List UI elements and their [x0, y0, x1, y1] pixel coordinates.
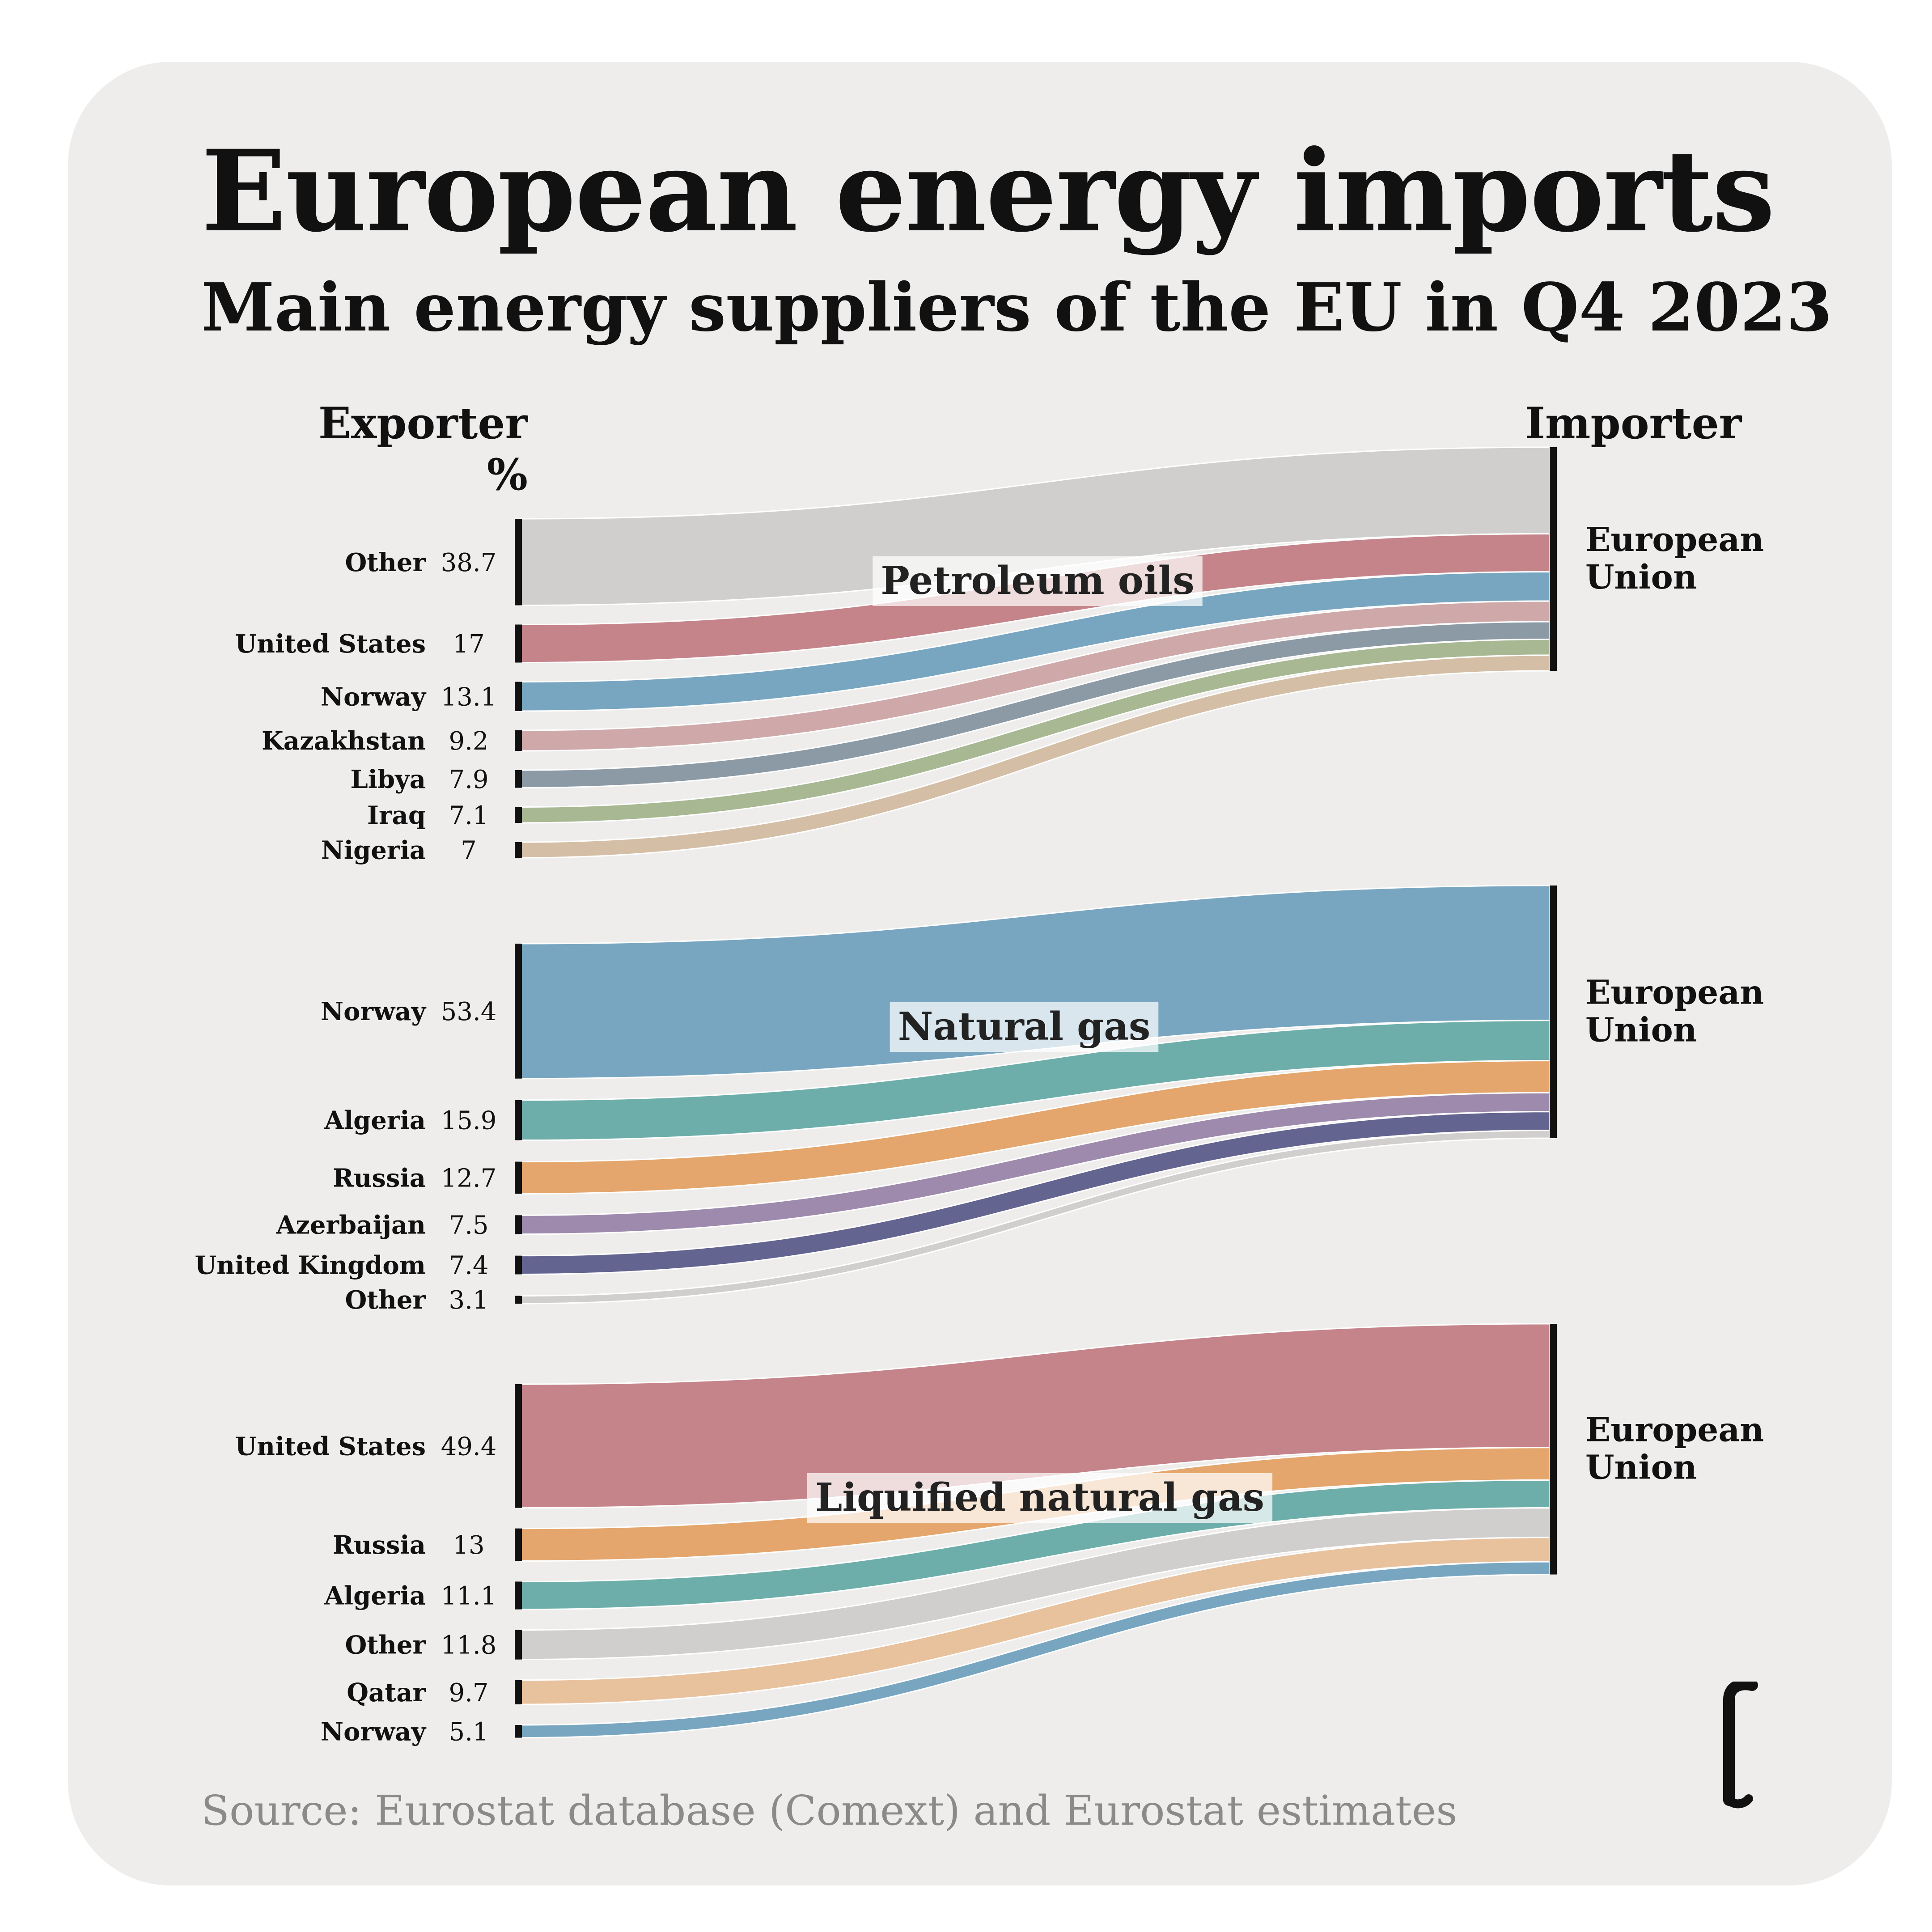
value-label: 12.7	[441, 1164, 497, 1193]
value-label: 53.4	[441, 997, 497, 1026]
importer-header: Importer	[1525, 398, 1742, 449]
product-label: Liquified natural gas	[815, 1475, 1264, 1520]
source-bar-algeria	[515, 1100, 522, 1140]
source-bar-other	[515, 1296, 522, 1304]
product-label: Petroleum oils	[881, 558, 1194, 603]
country-label: United States	[235, 629, 426, 659]
chart-title: European energy imports	[201, 125, 1775, 257]
country-label: Qatar	[347, 1678, 426, 1707]
country-label: Norway	[321, 682, 427, 712]
country-label: Other	[345, 1631, 427, 1660]
country-label: Kazakhstan	[262, 726, 426, 756]
country-label: Other	[345, 1285, 427, 1315]
source-bar-other	[515, 519, 522, 606]
source-bar-algeria	[515, 1581, 522, 1610]
country-label: Libya	[350, 765, 426, 794]
panel-petroleum-oils	[520, 446, 1551, 859]
source-bar-united-states	[515, 624, 522, 663]
source-bar-russia	[515, 1528, 522, 1561]
value-label: 15.9	[441, 1106, 497, 1135]
country-label: United Kingdom	[195, 1251, 426, 1280]
labels-layer: Other 38.7 United States 17 Norway 13.1 Kazakh…	[195, 521, 1764, 1746]
country-label: Other	[345, 548, 427, 577]
country-label: Algeria	[324, 1581, 426, 1611]
target-bar	[1550, 886, 1557, 1138]
bars-layer	[515, 447, 1557, 1738]
country-label: Nigeria	[321, 836, 426, 865]
importer-label: Union	[1585, 1011, 1697, 1050]
country-label: Norway	[321, 997, 427, 1026]
country-label: Russia	[333, 1163, 426, 1193]
target-bar	[1550, 447, 1557, 671]
flow-qatar	[520, 1537, 1551, 1705]
euronews-logo-icon	[1723, 1682, 1758, 1809]
country-label: Norway	[321, 1717, 427, 1746]
product-label-background	[807, 1473, 1273, 1523]
target-bar	[1550, 1324, 1557, 1575]
country-label: Azerbaijan	[276, 1210, 426, 1240]
value-label: 49.4	[441, 1432, 497, 1461]
source-bar-norway	[515, 682, 522, 711]
value-label: 13	[453, 1531, 484, 1560]
value-label: 13.1	[441, 682, 497, 712]
value-label: 3.1	[449, 1286, 488, 1315]
value-label: 9.7	[449, 1678, 488, 1707]
source-bar-norway	[515, 1725, 522, 1738]
product-label-background	[890, 1002, 1159, 1052]
value-label: 38.7	[441, 548, 497, 577]
source-bar-other	[515, 1630, 522, 1660]
source-bar-azerbaijan	[515, 1215, 522, 1234]
source-bar-iraq	[515, 807, 522, 823]
source-bar-united-states	[515, 1384, 522, 1508]
value-label: 7.5	[449, 1211, 488, 1240]
source-bar-qatar	[515, 1680, 522, 1704]
chart-subtitle: Main energy suppliers of the EU in Q4 20…	[201, 268, 1832, 346]
value-label: 7	[461, 836, 477, 865]
value-label: 9.2	[449, 727, 488, 756]
importer-label: European	[1585, 1411, 1764, 1449]
importer-label: European	[1585, 521, 1764, 559]
value-label: 7.9	[449, 765, 488, 794]
importer-label: Union	[1585, 1448, 1697, 1487]
value-label: 17	[453, 630, 484, 659]
source-bar-libya	[515, 770, 522, 788]
unit-label: %	[487, 449, 528, 500]
flows-layer	[520, 446, 1551, 1739]
product-label-background	[873, 556, 1203, 606]
product-label: Natural gas	[898, 1004, 1151, 1049]
value-label: 11.1	[441, 1582, 497, 1611]
source-note: Source: Eurostat database (Comext) and E…	[201, 1787, 1457, 1835]
country-label: Russia	[333, 1530, 426, 1560]
panel-liquified-natural-gas	[520, 1323, 1551, 1739]
source-bar-russia	[515, 1161, 522, 1194]
value-label: 7.1	[449, 801, 488, 830]
source-bar-nigeria	[515, 842, 522, 858]
importer-label: Union	[1585, 558, 1697, 597]
exporter-header: Exporter	[318, 398, 529, 449]
value-label: 7.4	[449, 1251, 488, 1280]
source-bar-united-kingdom	[515, 1255, 522, 1275]
country-label: Iraq	[367, 801, 426, 830]
importer-label: European	[1585, 974, 1764, 1012]
source-bar-norway	[515, 944, 522, 1079]
panel-natural-gas	[520, 885, 1551, 1305]
value-label: 11.8	[441, 1631, 497, 1660]
source-bar-kazakhstan	[515, 730, 522, 751]
country-label: United States	[235, 1432, 426, 1461]
country-label: Algeria	[324, 1106, 426, 1135]
value-label: 5.1	[449, 1717, 488, 1746]
